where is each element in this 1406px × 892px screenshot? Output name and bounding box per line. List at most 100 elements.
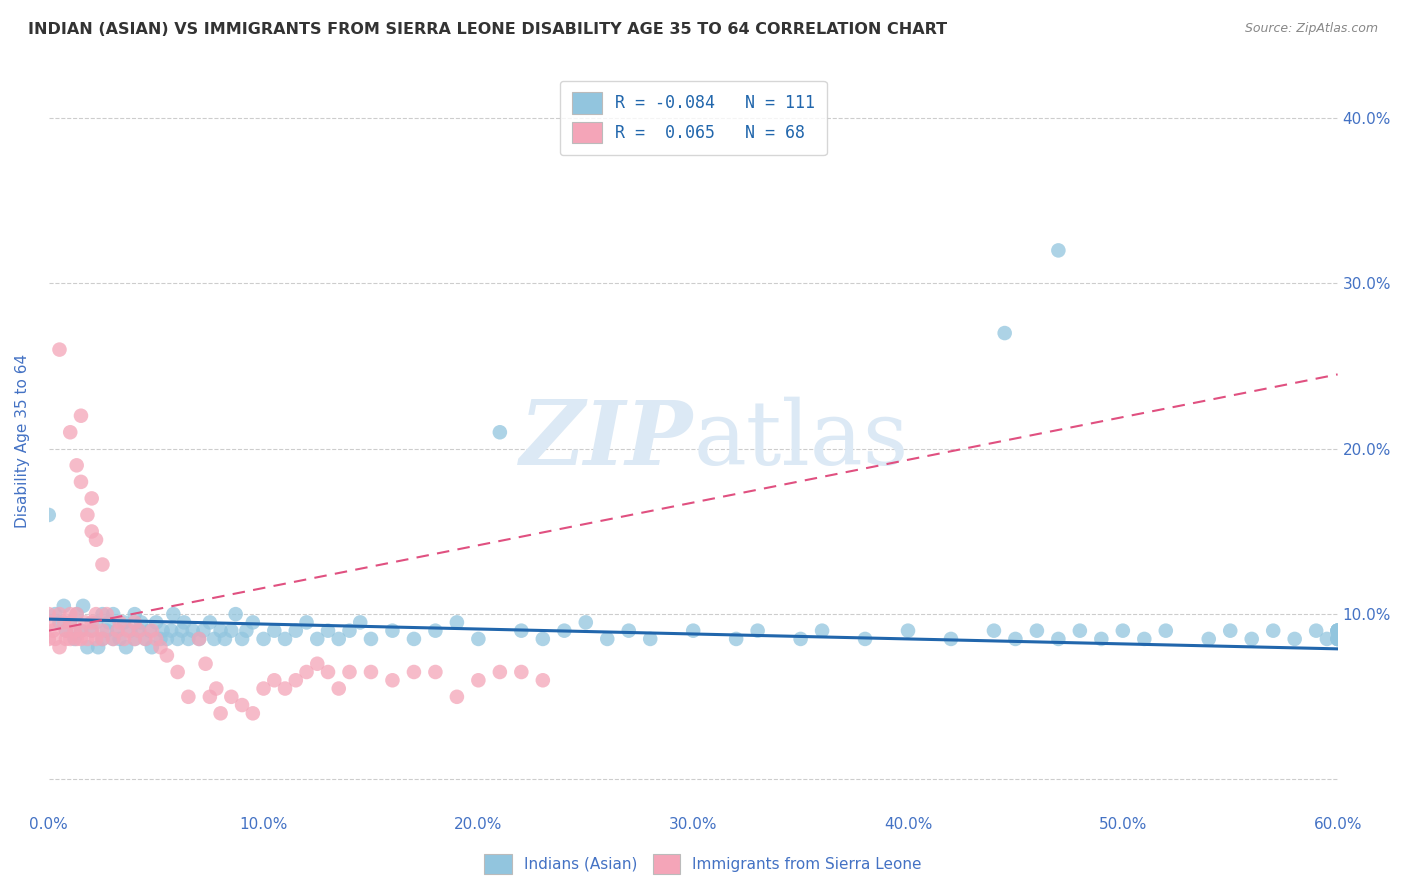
Point [44, 632, 66, 646]
Point [853, 632, 876, 646]
Point [1284, 632, 1306, 646]
Point [381, 673, 404, 688]
Point [789, 632, 811, 646]
Point [193, 624, 215, 638]
Point [1326, 632, 1348, 646]
Point [63, 632, 86, 646]
Point [112, 615, 135, 630]
Point [91, 632, 114, 646]
Point [70, 409, 93, 423]
Point [235, 624, 257, 638]
Point [446, 615, 468, 630]
Point [76, 508, 98, 522]
Point [66, 607, 89, 621]
Legend: Indians (Asian), Immigrants from Sierra Leone: Indians (Asian), Immigrants from Sierra … [478, 848, 928, 880]
Point [115, 640, 138, 655]
Point [152, 624, 174, 638]
Point [316, 624, 339, 638]
Point [381, 624, 404, 638]
Point [134, 632, 156, 646]
Point [274, 632, 297, 646]
Point [96, 624, 118, 638]
Point [44, 607, 66, 621]
Point [575, 615, 598, 630]
Point [170, 624, 193, 638]
Point [1326, 632, 1348, 646]
Point [897, 624, 920, 638]
Point [1133, 632, 1156, 646]
Point [138, 624, 160, 638]
Point [124, 615, 146, 630]
Point [402, 632, 425, 646]
Point [160, 624, 183, 638]
Point [252, 681, 274, 696]
Point [149, 640, 172, 655]
Point [91, 624, 114, 638]
Point [295, 665, 318, 679]
Point [80, 624, 103, 638]
Point [510, 624, 533, 638]
Point [1326, 632, 1348, 646]
Point [59, 615, 82, 630]
Point [129, 615, 152, 630]
Point [1047, 244, 1070, 258]
Point [1263, 624, 1285, 638]
Point [141, 640, 163, 655]
Point [38, 632, 60, 646]
Point [983, 624, 1005, 638]
Point [328, 681, 350, 696]
Point [1305, 624, 1327, 638]
Point [402, 665, 425, 679]
Point [1240, 632, 1263, 646]
Y-axis label: Disability Age 35 to 64: Disability Age 35 to 64 [15, 353, 30, 527]
Point [84, 607, 107, 621]
Point [295, 615, 318, 630]
Point [52, 599, 75, 613]
Point [274, 681, 297, 696]
Point [446, 690, 468, 704]
Point [84, 632, 107, 646]
Point [181, 624, 204, 638]
Point [1326, 632, 1348, 646]
Point [284, 673, 307, 688]
Point [38, 508, 60, 522]
Point [360, 665, 382, 679]
Point [1090, 632, 1112, 646]
Point [316, 665, 339, 679]
Point [202, 632, 225, 646]
Point [209, 706, 232, 721]
Point [198, 615, 221, 630]
Point [489, 665, 512, 679]
Point [166, 665, 188, 679]
Point [112, 632, 135, 646]
Point [425, 665, 447, 679]
Point [994, 326, 1017, 340]
Point [166, 632, 188, 646]
Point [70, 632, 93, 646]
Point [117, 624, 139, 638]
Point [1326, 624, 1348, 638]
Point [48, 607, 70, 621]
Point [231, 698, 253, 712]
Point [682, 624, 704, 638]
Point [80, 624, 103, 638]
Text: Source: ZipAtlas.com: Source: ZipAtlas.com [1244, 22, 1378, 36]
Point [107, 624, 129, 638]
Point [76, 640, 98, 655]
Point [145, 615, 167, 630]
Point [48, 640, 70, 655]
Point [177, 690, 200, 704]
Point [1326, 624, 1348, 638]
Point [1047, 632, 1070, 646]
Point [141, 624, 163, 638]
Point [66, 632, 89, 646]
Point [91, 558, 114, 572]
Point [725, 632, 748, 646]
Point [231, 632, 253, 646]
Point [145, 632, 167, 646]
Point [1326, 624, 1348, 638]
Point [134, 632, 156, 646]
Point [38, 607, 60, 621]
Point [638, 632, 661, 646]
Point [55, 632, 77, 646]
